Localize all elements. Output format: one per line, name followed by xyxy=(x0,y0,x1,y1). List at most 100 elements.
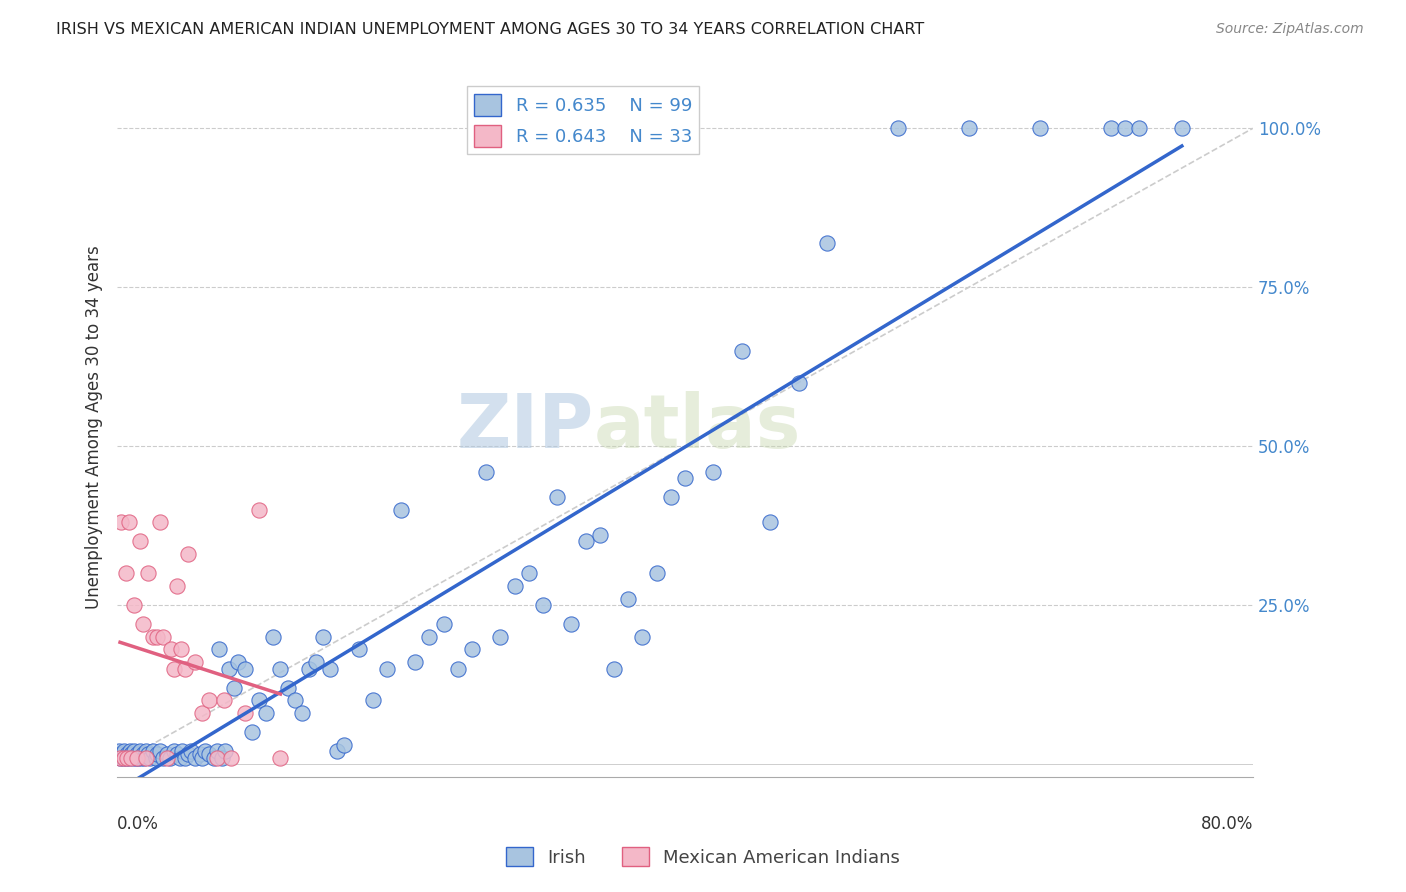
Point xyxy=(659,490,682,504)
Point xyxy=(177,547,200,561)
Point xyxy=(129,744,152,758)
Point xyxy=(211,750,233,764)
Point xyxy=(404,655,426,669)
Point xyxy=(433,617,456,632)
Point xyxy=(219,750,242,764)
Point xyxy=(298,662,321,676)
Point xyxy=(110,747,132,762)
Point xyxy=(169,750,191,764)
Point xyxy=(262,630,284,644)
Point xyxy=(114,566,136,581)
Point xyxy=(172,744,194,758)
Point xyxy=(531,598,554,612)
Point xyxy=(129,534,152,549)
Point xyxy=(122,744,145,758)
Point xyxy=(107,744,129,758)
Point xyxy=(1128,121,1150,136)
Legend: R = 0.635    N = 99, R = 0.643    N = 33: R = 0.635 N = 99, R = 0.643 N = 33 xyxy=(467,87,699,154)
Point xyxy=(156,750,179,764)
Point xyxy=(111,750,134,764)
Point xyxy=(184,655,207,669)
Point xyxy=(517,566,540,581)
Point xyxy=(269,662,291,676)
Point xyxy=(957,121,980,136)
Point xyxy=(333,738,356,752)
Point xyxy=(291,706,314,720)
Point xyxy=(163,744,186,758)
Point xyxy=(135,744,157,758)
Point xyxy=(142,630,165,644)
Point xyxy=(319,662,342,676)
Point xyxy=(475,465,498,479)
Point xyxy=(166,747,188,762)
Point xyxy=(375,662,398,676)
Point xyxy=(326,744,349,758)
Point xyxy=(127,750,149,764)
Point xyxy=(503,579,526,593)
Point xyxy=(191,706,214,720)
Point xyxy=(887,121,910,136)
Point xyxy=(205,750,228,764)
Point xyxy=(152,750,174,764)
Point xyxy=(191,750,214,764)
Point xyxy=(170,642,193,657)
Point xyxy=(277,681,299,695)
Point xyxy=(149,744,172,758)
Point xyxy=(188,747,211,762)
Point xyxy=(461,642,484,657)
Point xyxy=(418,630,440,644)
Point xyxy=(194,744,217,758)
Point xyxy=(115,747,138,762)
Point xyxy=(115,750,138,764)
Point xyxy=(125,750,148,764)
Point xyxy=(145,750,167,764)
Point xyxy=(112,750,135,764)
Point xyxy=(269,750,291,764)
Point xyxy=(112,744,135,758)
Point xyxy=(198,693,221,707)
Text: atlas: atlas xyxy=(595,391,801,464)
Point xyxy=(1114,121,1136,136)
Point xyxy=(160,642,183,657)
Point xyxy=(139,750,162,764)
Point xyxy=(254,706,277,720)
Text: 80.0%: 80.0% xyxy=(1201,815,1253,833)
Point xyxy=(174,750,197,764)
Y-axis label: Unemployment Among Ages 30 to 34 years: Unemployment Among Ages 30 to 34 years xyxy=(86,245,103,609)
Point xyxy=(759,516,782,530)
Point xyxy=(1029,121,1052,136)
Point xyxy=(560,617,582,632)
Text: Source: ZipAtlas.com: Source: ZipAtlas.com xyxy=(1216,22,1364,37)
Point xyxy=(284,693,307,707)
Point xyxy=(226,655,249,669)
Point xyxy=(603,662,626,676)
Point xyxy=(125,747,148,762)
Point xyxy=(134,750,156,764)
Point xyxy=(138,747,160,762)
Point xyxy=(240,725,263,739)
Point xyxy=(631,630,654,644)
Point xyxy=(138,566,160,581)
Point xyxy=(222,681,245,695)
Point xyxy=(108,750,131,764)
Point xyxy=(132,747,155,762)
Point xyxy=(617,591,640,606)
Point xyxy=(118,744,141,758)
Point xyxy=(124,750,146,764)
Point xyxy=(212,693,235,707)
Point xyxy=(149,516,172,530)
Point xyxy=(305,655,328,669)
Point xyxy=(361,693,384,707)
Point xyxy=(180,744,202,758)
Point xyxy=(117,516,139,530)
Point xyxy=(447,662,470,676)
Point xyxy=(122,598,145,612)
Point xyxy=(347,642,370,657)
Point xyxy=(1099,121,1122,136)
Legend: Irish, Mexican American Indians: Irish, Mexican American Indians xyxy=(499,840,907,874)
Point xyxy=(233,706,256,720)
Point xyxy=(114,750,136,764)
Point xyxy=(166,579,188,593)
Point xyxy=(389,502,412,516)
Point xyxy=(731,343,754,358)
